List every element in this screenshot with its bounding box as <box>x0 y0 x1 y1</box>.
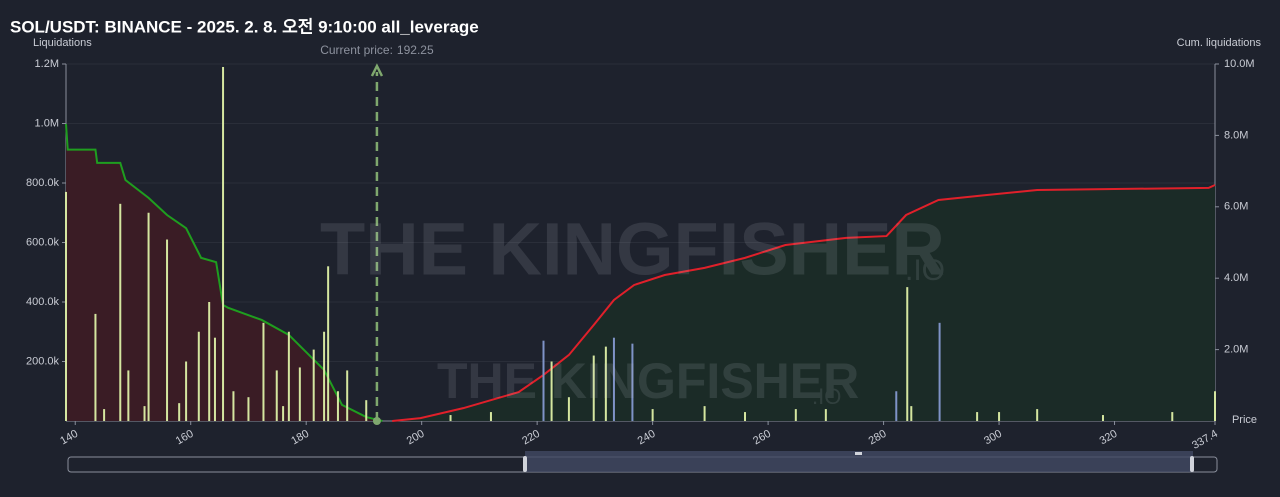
bar <box>103 409 106 421</box>
bar <box>208 302 211 421</box>
bar <box>489 412 492 421</box>
bar <box>1171 412 1174 421</box>
bar <box>166 239 169 421</box>
current-price-arrow <box>370 63 384 77</box>
bar <box>94 313 97 421</box>
y2-tick-label: 10.0M <box>1224 58 1255 70</box>
bar <box>938 322 941 421</box>
bar <box>1214 391 1216 421</box>
y2-tick-label: 6.0M <box>1224 201 1248 213</box>
bar <box>178 403 181 421</box>
bar <box>65 191 67 421</box>
watermark-suffix: .IO <box>812 384 841 409</box>
y-tick-label: 1.2M <box>35 58 59 70</box>
y2-axis-label: Cum. liquidations <box>1177 37 1262 49</box>
bar <box>287 331 290 421</box>
cumulative-area <box>392 185 1215 421</box>
bar <box>323 331 326 421</box>
current-price-annotation: Current price: 192.25 <box>320 43 434 57</box>
bar <box>794 409 797 421</box>
bar <box>185 361 188 421</box>
bar <box>550 361 553 421</box>
bar <box>567 397 570 421</box>
bar <box>542 340 545 421</box>
bar <box>262 322 265 421</box>
bar <box>998 412 1001 421</box>
current-price-label: Current price: <box>320 43 393 57</box>
bar <box>895 391 898 421</box>
y-tick-label: 400.0k <box>26 296 60 308</box>
x-tick-label: 300 <box>982 428 1004 448</box>
x-tick-label: 160 <box>174 428 196 448</box>
x-tick-label: 200 <box>405 428 427 448</box>
current-price-value: 192.25 <box>397 43 434 57</box>
current-price-dot <box>372 417 381 425</box>
bar <box>282 406 285 421</box>
bar <box>232 391 235 421</box>
bar <box>604 346 607 421</box>
bar <box>976 412 979 421</box>
slider-handle[interactable] <box>1190 456 1194 472</box>
bar <box>312 349 315 421</box>
y-axis-label: Liquidations <box>33 37 92 49</box>
bar <box>365 400 368 421</box>
bar <box>213 337 216 421</box>
bar <box>147 212 150 421</box>
bar <box>247 397 250 421</box>
x-tick-label: 140 <box>58 428 80 448</box>
range-slider[interactable] <box>67 451 1218 473</box>
y-tick-label: 200.0k <box>26 355 60 367</box>
bar <box>327 266 330 421</box>
bar <box>910 406 913 421</box>
bar <box>275 370 278 421</box>
bar <box>346 370 349 421</box>
x-tick-label: 220 <box>520 428 542 448</box>
watermark-text: THE KINGFISHER <box>320 208 945 291</box>
bar <box>197 331 200 421</box>
y-tick-label: 600.0k <box>26 236 60 248</box>
bar <box>744 412 747 421</box>
x-axis-label: Price <box>1232 414 1257 426</box>
x-tick-label: 180 <box>289 428 311 448</box>
watermark-suffix: .IO <box>905 254 945 287</box>
watermark-text: THE KINGFISHER <box>437 353 859 409</box>
y2-tick-label: 8.0M <box>1224 129 1248 141</box>
x-tick-label: 280 <box>867 428 889 448</box>
bar <box>1036 409 1039 421</box>
bar <box>612 337 615 421</box>
bar <box>651 409 654 421</box>
bar <box>449 415 452 421</box>
bar <box>703 406 706 421</box>
x-tick-label: 260 <box>751 428 773 448</box>
bar <box>222 66 225 421</box>
bar <box>298 367 301 421</box>
x-tick-label: 240 <box>636 428 658 448</box>
bar <box>143 406 146 421</box>
y2-tick-label: 4.0M <box>1224 272 1248 284</box>
x-tick-label: 337.4 <box>1190 428 1220 452</box>
slider-handle[interactable] <box>523 456 527 472</box>
chart-title: SOL/USDT: BINANCE - 2025. 2. 8. 오전 9:10:… <box>10 17 479 36</box>
bar <box>631 343 634 421</box>
cumulative-line <box>392 184 1216 422</box>
bar <box>592 355 595 421</box>
cumulative-area <box>66 123 383 421</box>
watermark: THE KINGFISHER .IO THE KINGFISHER .IO <box>320 208 945 410</box>
slider-window[interactable] <box>525 451 1193 472</box>
y-tick-label: 800.0k <box>26 177 60 189</box>
bar <box>119 203 122 421</box>
bar <box>824 409 827 421</box>
y-tick-label: 1.0M <box>35 117 59 129</box>
slider-grip[interactable] <box>855 452 862 455</box>
bar <box>336 391 339 421</box>
bar <box>127 370 130 421</box>
y2-tick-label: 2.0M <box>1224 344 1248 356</box>
x-tick-label: 320 <box>1098 428 1120 448</box>
bar <box>1101 415 1104 421</box>
bar <box>906 287 909 421</box>
